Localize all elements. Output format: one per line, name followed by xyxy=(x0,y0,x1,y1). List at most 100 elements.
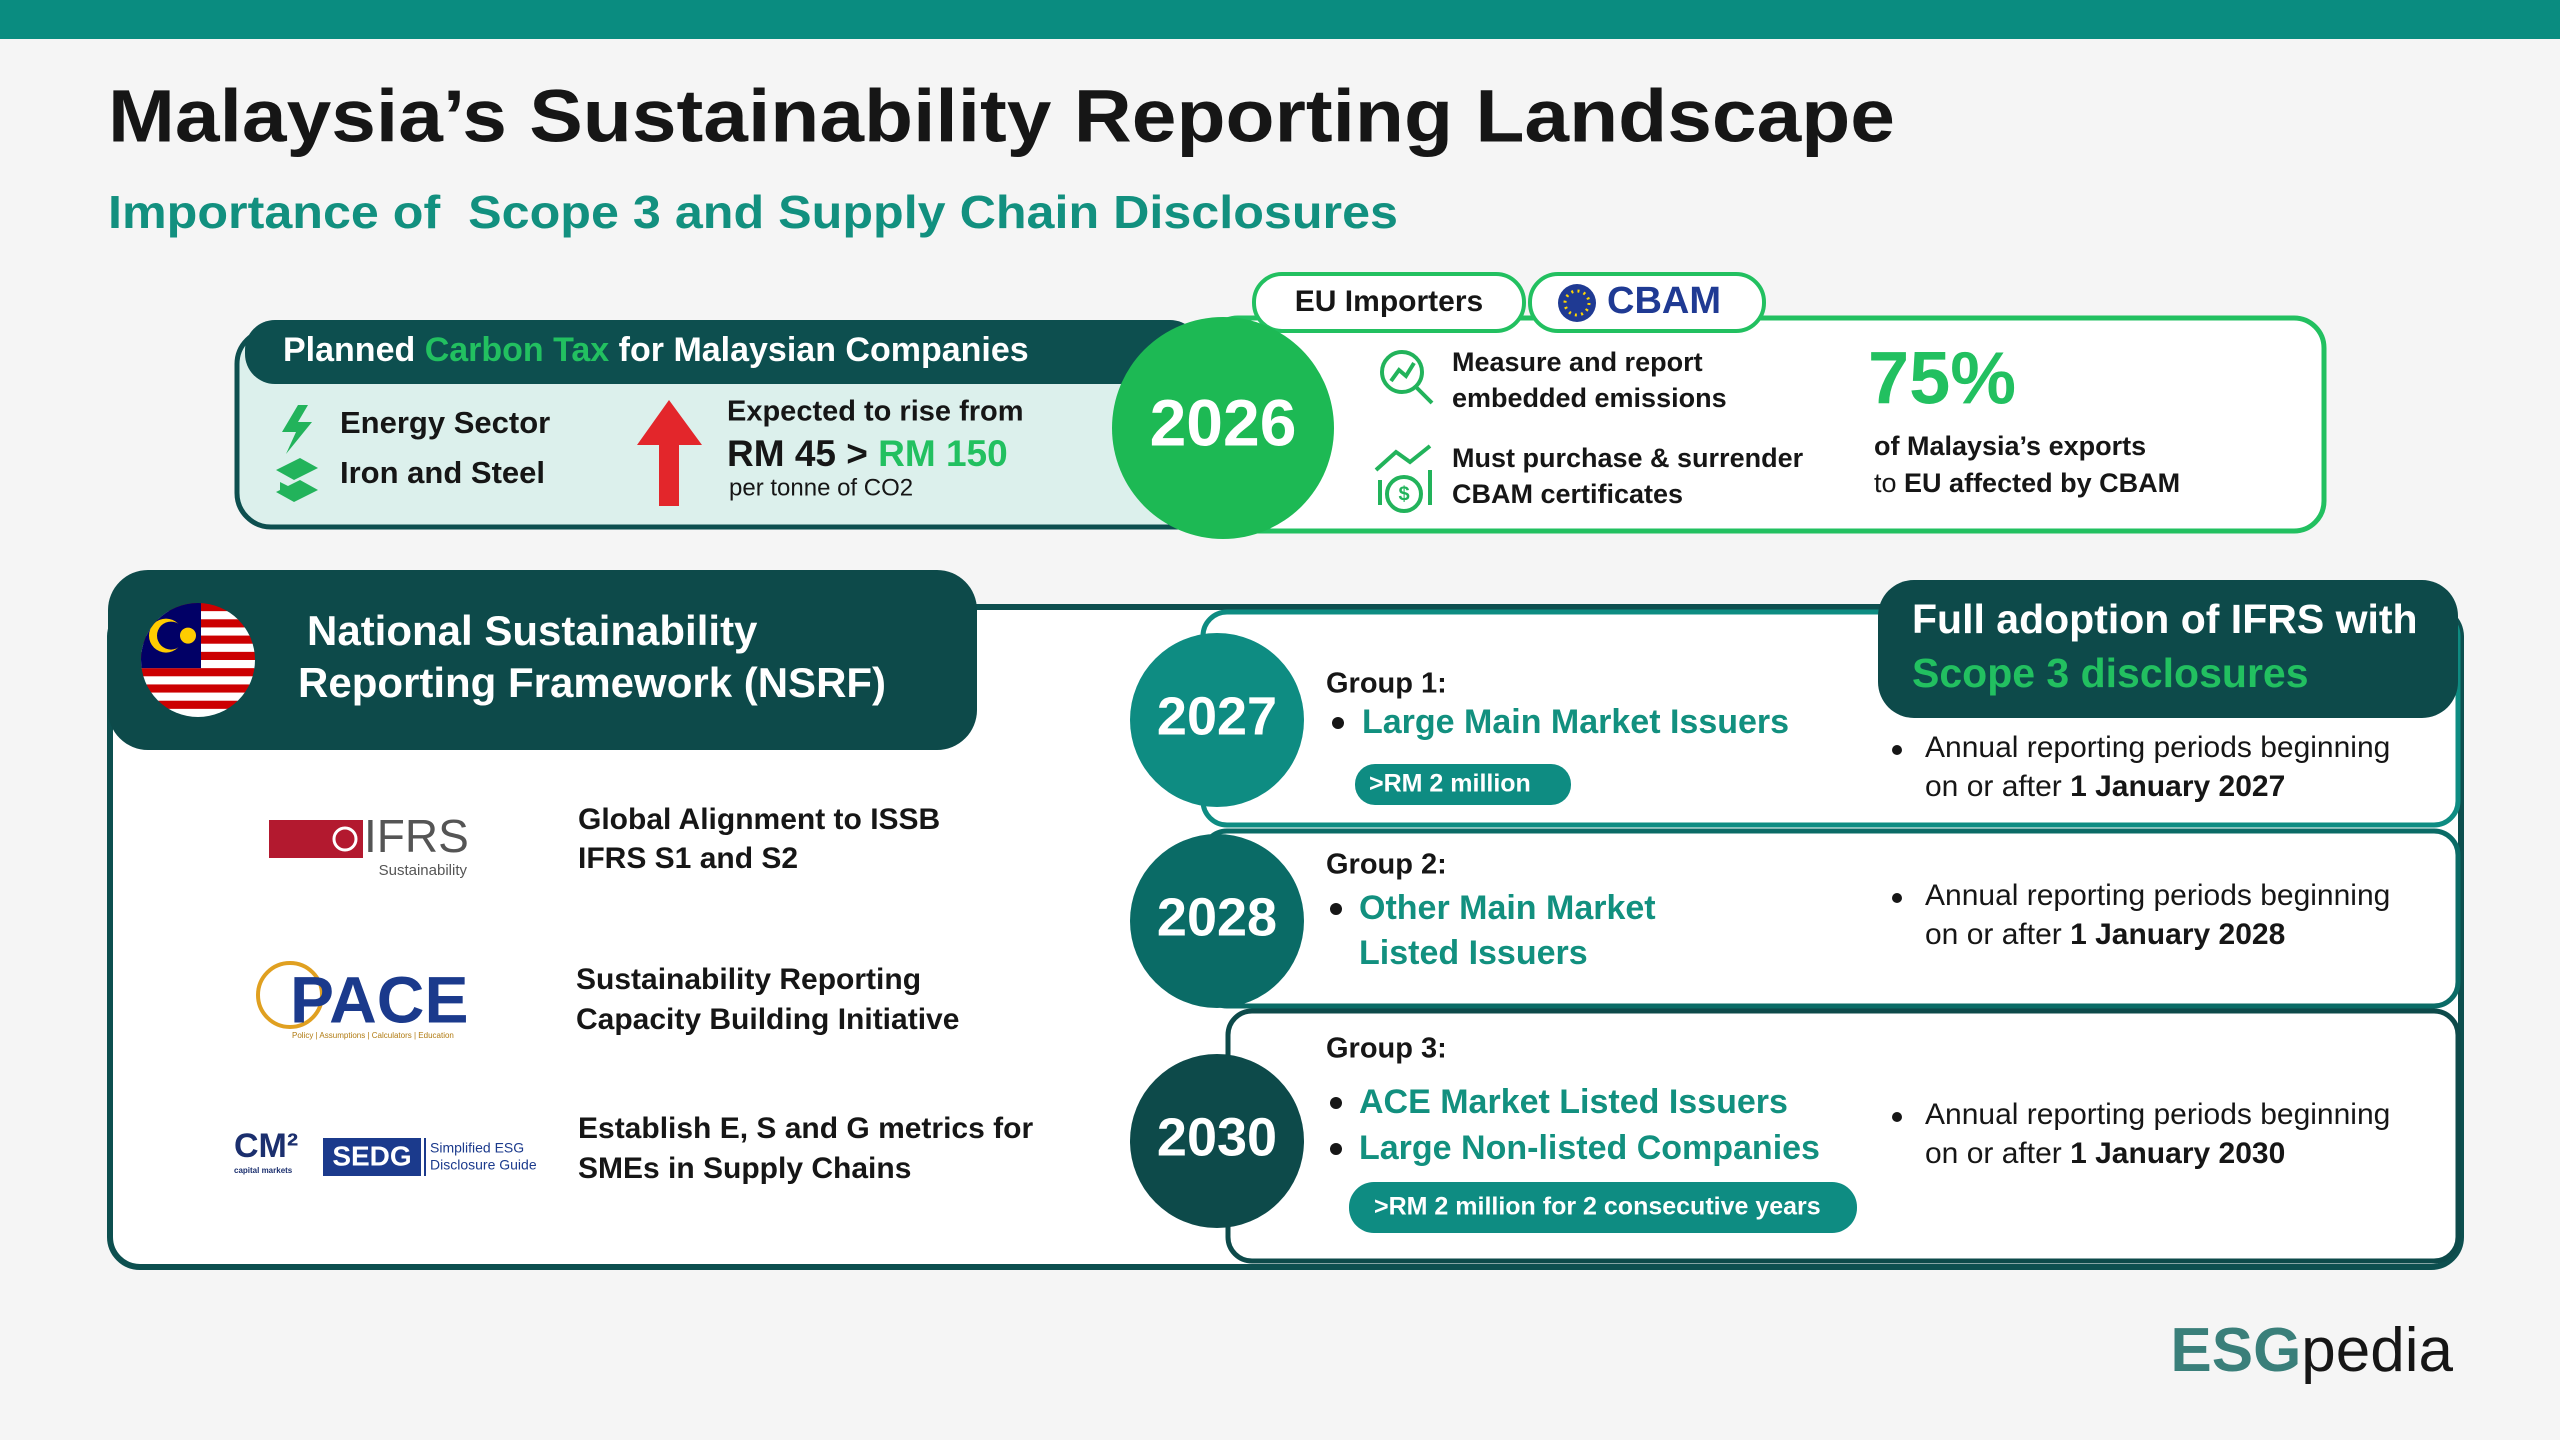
sedg-logo-block xyxy=(323,1138,421,1176)
tab-label: CBAM xyxy=(1607,280,1721,322)
period: Annual reporting periods beginning xyxy=(1925,879,2390,912)
initiative-text: Global Alignment to ISSB xyxy=(578,803,940,836)
period-text: on or after xyxy=(1925,918,2062,951)
pace-logo: PACE xyxy=(290,962,468,1036)
threshold-pill xyxy=(1355,764,1571,805)
initiative-text: Sustainability Reporting xyxy=(576,963,921,996)
year-badge-label: 2026 xyxy=(1150,385,1297,459)
period: Annual reporting periods beginning xyxy=(1925,1098,2390,1131)
brand-a: ESG xyxy=(2170,1316,2301,1385)
flag-stripe xyxy=(141,676,255,685)
eu-stars xyxy=(1563,289,1591,317)
issuer: Large Non-listed Companies xyxy=(1359,1129,1820,1167)
rise-label: Expected to rise from xyxy=(727,396,1024,428)
period-date: 1 January 2027 xyxy=(2070,770,2285,803)
ifrs-logo-mark xyxy=(332,826,358,852)
flag-stripe xyxy=(141,684,255,694)
price-from: RM 45 xyxy=(727,433,836,474)
group-label: Group 2: xyxy=(1326,849,1447,881)
period: Annual reporting periods beginning xyxy=(1925,731,2390,764)
initiative-text: Establish E, S and G metrics for xyxy=(578,1112,1033,1145)
flag-star xyxy=(180,627,196,644)
measure-icon xyxy=(1380,350,1434,405)
threshold: >RM 2 million for 2 consecutive years xyxy=(1374,1193,1821,1221)
issuer: ACE Market Listed Issuers xyxy=(1359,1083,1788,1121)
adoption-heading-highlight: Scope 3 disclosures xyxy=(1912,650,2309,696)
initiative-text: Capacity Building Initiative xyxy=(576,1003,959,1036)
issuer: Other Main Market xyxy=(1359,889,1656,927)
cbam-box xyxy=(1205,315,2327,534)
stat: 75% xyxy=(1868,337,2016,420)
stat-note: of Malaysia’s exports xyxy=(1874,431,2146,461)
period-date: 1 January 2030 xyxy=(2070,1137,2285,1170)
threshold-pill xyxy=(1349,1182,1857,1233)
year-label: 2028 xyxy=(1157,887,1277,947)
heading-highlight: Carbon Tax xyxy=(425,331,610,369)
requirement: embedded emissions xyxy=(1452,383,1727,413)
nsrf-title: National Sustainability xyxy=(307,607,758,654)
price-unit: per tonne of CO2 xyxy=(729,474,913,501)
sedg-logo-sub: Simplified ESG xyxy=(430,1140,524,1156)
requirement: Measure and report xyxy=(1452,347,1703,377)
price-arrow: > xyxy=(846,433,868,474)
issuer: Listed Issuers xyxy=(1359,934,1588,972)
sector: Iron and Steel xyxy=(340,455,545,490)
purchase-icon-symbol: $ xyxy=(1398,483,1409,505)
carbon-tax-header-bg xyxy=(245,320,1200,384)
bullet xyxy=(1892,893,1902,903)
steel-icon xyxy=(276,458,318,502)
ifrs-logo-sub: Sustainability xyxy=(379,862,468,879)
sector: Energy Sector xyxy=(340,405,550,440)
ifrs-logo: IFRS xyxy=(364,810,469,862)
malaysia-flag xyxy=(141,603,255,717)
adoption-heading-bg xyxy=(1878,580,2458,718)
group-label: Group 1: xyxy=(1326,668,1447,700)
price-line: RM 45 > RM 150 xyxy=(727,433,1008,474)
bullet xyxy=(1330,1097,1342,1109)
stat-note: to EU affected by CBAM xyxy=(1874,468,2180,498)
year-label: 2030 xyxy=(1157,1107,1277,1167)
year-circle xyxy=(1130,1054,1304,1228)
period: on or after 1 January 2030 xyxy=(1925,1137,2285,1170)
bullet xyxy=(1892,745,1902,755)
year-circle xyxy=(1130,834,1304,1008)
requirement: Must purchase & surrender xyxy=(1452,443,1804,473)
top-bar xyxy=(0,0,2560,39)
adoption-heading: Full adoption of IFRS with xyxy=(1912,596,2418,642)
issuer: Large Main Market Issuers xyxy=(1362,703,1789,741)
nsrf-title: Reporting Framework (NSRF) xyxy=(298,659,886,706)
flag-stripe xyxy=(141,700,255,710)
title: Malaysia’s Sustainability Reporting Land… xyxy=(108,75,1895,158)
pace-logo-sub: Policy | Assumptions | Calculators | Edu… xyxy=(292,1031,454,1040)
ifrs-logo-block xyxy=(269,820,363,858)
cm2-logo: CM² xyxy=(234,1127,298,1165)
bullet xyxy=(1332,717,1344,729)
period-text: on or after xyxy=(1925,770,2062,803)
flag-stripe xyxy=(141,708,255,717)
year-label: 2027 xyxy=(1157,686,1277,746)
bullet xyxy=(1330,903,1342,915)
energy-icon xyxy=(282,405,312,454)
pace-globe xyxy=(256,961,324,1029)
flag-stripe xyxy=(141,668,255,677)
brand-b: pedia xyxy=(2301,1316,2453,1385)
heading-post: for Malaysian Companies xyxy=(619,331,1029,369)
sedg-logo-sub: Disclosure Guide xyxy=(430,1157,537,1173)
period: on or after 1 January 2028 xyxy=(1925,918,2285,951)
carbon-tax-heading: Planned Carbon Tax for Malaysian Compani… xyxy=(283,331,1029,369)
stat-note-pre: to xyxy=(1874,468,1897,498)
heading-pre: Planned xyxy=(283,331,415,369)
year-badge xyxy=(1112,317,1334,539)
group-label: Group 3: xyxy=(1326,1033,1447,1065)
requirement: CBAM certificates xyxy=(1452,479,1683,509)
year-circle xyxy=(1130,633,1304,807)
flag-stripe xyxy=(141,692,255,702)
cm2-logo-sub: capital markets xyxy=(234,1166,293,1175)
tab xyxy=(1252,272,1526,333)
nsrf-header xyxy=(108,570,977,750)
rise-arrow xyxy=(637,400,702,506)
initiative-text: SMEs in Supply Chains xyxy=(578,1152,911,1185)
tab-label: EU Importers xyxy=(1295,285,1483,318)
stat-note-bold: EU affected by CBAM xyxy=(1904,468,2180,498)
